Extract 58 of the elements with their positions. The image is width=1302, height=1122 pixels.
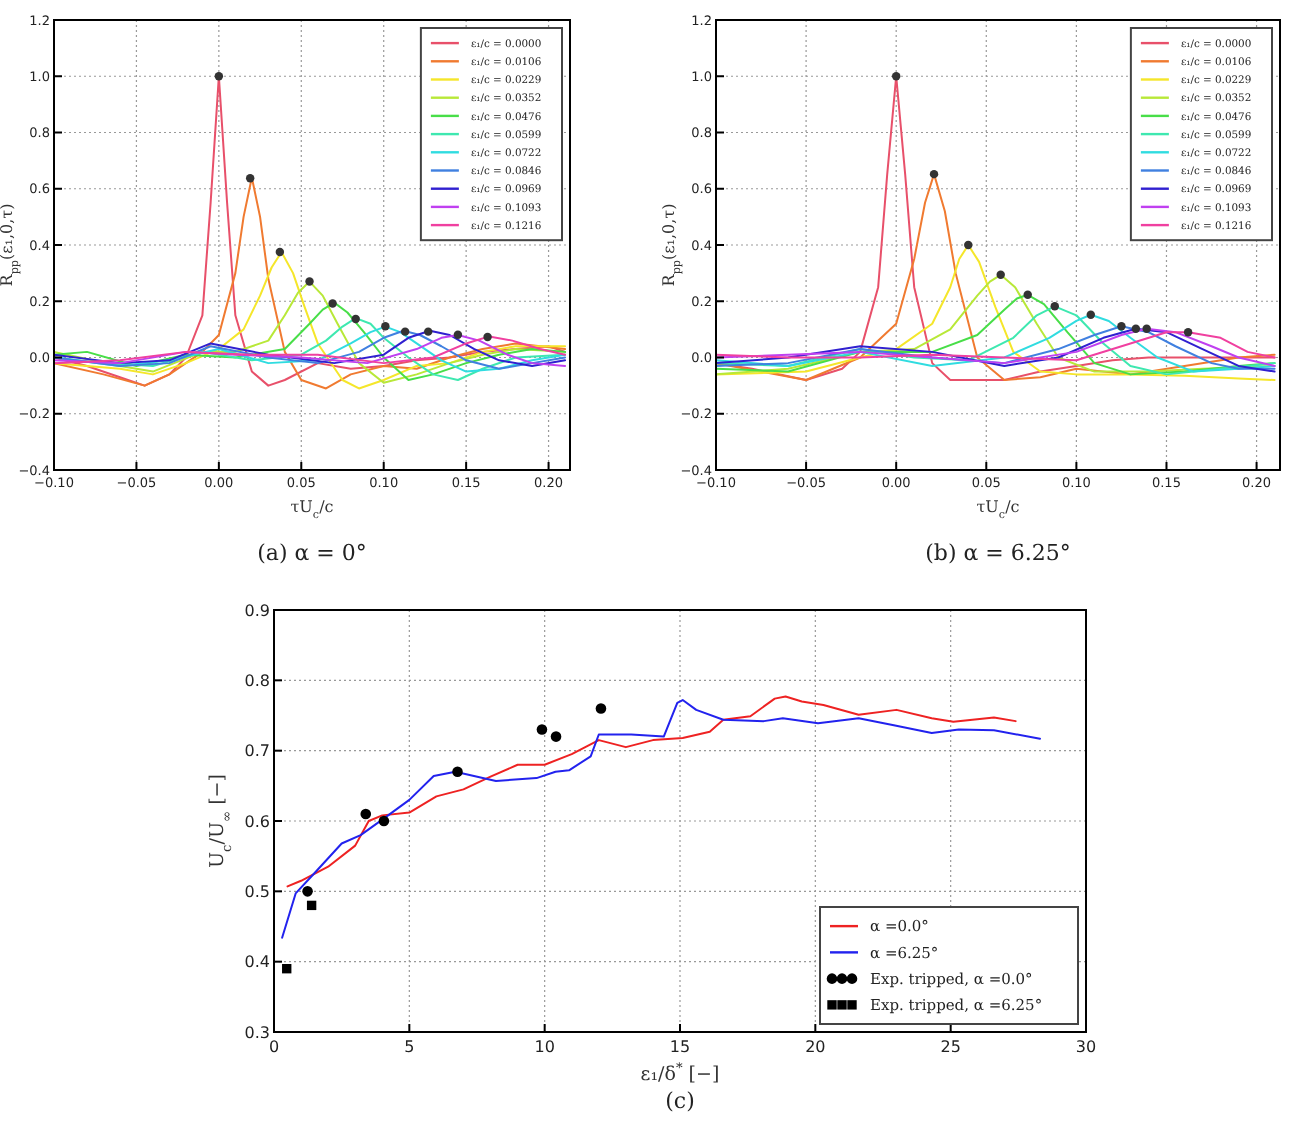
point bbox=[1050, 302, 1059, 311]
point bbox=[964, 240, 973, 250]
text: (a) α = 0° bbox=[257, 540, 367, 566]
point bbox=[996, 270, 1005, 280]
point bbox=[302, 886, 313, 897]
point bbox=[245, 174, 255, 183]
point bbox=[453, 330, 463, 339]
x-axis-title: ε₁/δ$^{*}$ [−] bbox=[640, 1060, 720, 1086]
y-tick-label: 0.9 bbox=[244, 601, 270, 620]
x-axis-title: τU$_{c}$/c bbox=[290, 498, 335, 522]
point bbox=[360, 808, 372, 820]
point bbox=[275, 247, 285, 257]
y-tick-label: 0.4 bbox=[244, 953, 270, 972]
point bbox=[282, 964, 292, 974]
point bbox=[483, 332, 492, 342]
point bbox=[891, 72, 901, 81]
line-series bbox=[281, 699, 1041, 939]
point bbox=[1142, 324, 1151, 334]
text: (c) bbox=[665, 1088, 695, 1114]
point bbox=[595, 703, 607, 714]
point bbox=[424, 327, 433, 336]
point bbox=[400, 327, 410, 336]
x-tick-label: 5 bbox=[404, 1038, 415, 1056]
x-tick-label: 15 bbox=[669, 1038, 691, 1056]
point bbox=[306, 900, 317, 911]
point bbox=[1183, 327, 1193, 337]
y-tick-label: 0.5 bbox=[244, 882, 270, 901]
point bbox=[1086, 310, 1096, 319]
point bbox=[351, 314, 360, 324]
y-tick-label: 0.3 bbox=[244, 1023, 270, 1042]
y-tick-label: 0.6 bbox=[244, 812, 270, 831]
point bbox=[214, 72, 224, 81]
point bbox=[929, 169, 939, 179]
point bbox=[1131, 324, 1141, 334]
x-tick-label: 0 bbox=[268, 1038, 280, 1056]
point bbox=[1023, 290, 1032, 299]
point bbox=[536, 724, 548, 735]
y-tick-label: 0.8 bbox=[244, 671, 270, 690]
x-tick-label: 25 bbox=[940, 1038, 961, 1056]
y-tick-label: 0.7 bbox=[244, 742, 270, 761]
line-series bbox=[286, 695, 1017, 888]
line-series bbox=[716, 173, 1276, 381]
line-series bbox=[54, 176, 567, 390]
x-tick-label: 30 bbox=[1075, 1038, 1097, 1056]
point bbox=[381, 322, 390, 331]
line-series bbox=[54, 301, 567, 381]
point bbox=[1117, 322, 1126, 331]
x-axis-title: τU$_{c}$/c bbox=[976, 498, 1021, 522]
text: (b) α = 6.25° bbox=[925, 540, 1071, 566]
point bbox=[550, 731, 562, 742]
line-series bbox=[54, 280, 567, 384]
point bbox=[305, 277, 314, 286]
point bbox=[378, 815, 390, 827]
x-tick-label: 20 bbox=[805, 1038, 826, 1056]
x-tick-label: 10 bbox=[534, 1038, 555, 1056]
point bbox=[328, 299, 337, 308]
point bbox=[452, 766, 463, 778]
line-series bbox=[54, 75, 567, 387]
